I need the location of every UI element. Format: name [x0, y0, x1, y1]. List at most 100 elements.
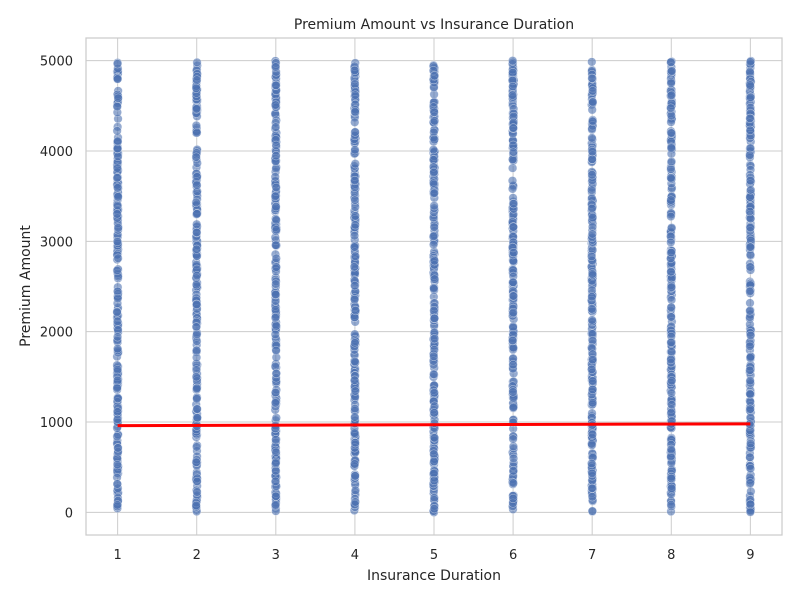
data-point: [350, 281, 360, 291]
data-point: [350, 107, 360, 117]
data-point: [587, 292, 597, 302]
data-point: [271, 140, 281, 150]
data-point: [112, 500, 122, 510]
data-point: [745, 306, 755, 316]
data-point: [271, 262, 281, 272]
data-point: [667, 376, 677, 386]
data-point: [666, 57, 676, 67]
data-point: [588, 376, 598, 386]
data-point: [112, 460, 122, 470]
data-point: [429, 456, 439, 467]
data-point: [350, 251, 360, 261]
data-point: [192, 209, 202, 219]
data-point: [666, 173, 676, 183]
data-point: [429, 256, 440, 266]
data-point: [666, 312, 676, 322]
data-point: [350, 195, 360, 205]
data-point: [350, 175, 360, 186]
x-tick-label: 2: [193, 548, 201, 563]
data-point: [192, 476, 202, 487]
data-point: [429, 178, 439, 188]
data-point: [666, 267, 676, 277]
data-point: [113, 136, 123, 146]
data-point: [745, 389, 755, 399]
data-point: [745, 113, 755, 123]
data-point: [112, 59, 123, 69]
data-point: [587, 315, 597, 325]
data-point: [666, 347, 677, 357]
data-point: [271, 122, 281, 132]
data-point: [587, 429, 598, 439]
data-point: [666, 90, 677, 100]
data-point: [430, 274, 440, 284]
data-point: [666, 111, 676, 121]
data-point: [745, 499, 755, 509]
data-point: [587, 124, 597, 134]
data-point: [667, 400, 677, 410]
data-point: [191, 372, 201, 382]
data-point: [508, 360, 518, 370]
data-point: [271, 279, 281, 289]
data-point: [508, 308, 518, 318]
data-point: [429, 351, 439, 361]
data-point: [745, 80, 755, 90]
data-point: [507, 176, 518, 186]
data-point: [667, 483, 677, 493]
data-point: [113, 344, 123, 354]
data-point: [350, 338, 360, 348]
data-point: [745, 507, 755, 517]
x-tick-label: 1: [113, 548, 121, 563]
data-point: [429, 222, 439, 232]
data-point: [509, 199, 519, 209]
data-point: [350, 356, 360, 367]
data-point: [270, 329, 280, 339]
data-point: [745, 404, 755, 414]
data-point: [588, 116, 598, 126]
data-point: [350, 145, 360, 155]
x-tick-label: 6: [509, 548, 517, 563]
data-point: [271, 321, 281, 331]
data-point: [271, 458, 281, 468]
data-point: [192, 346, 202, 356]
data-point: [666, 338, 676, 348]
y-tick-label: 3000: [40, 235, 73, 250]
data-point: [745, 341, 755, 351]
data-point: [191, 197, 201, 207]
data-point: [112, 383, 122, 393]
data-point: [350, 471, 360, 481]
data-point: [587, 458, 597, 468]
data-point: [270, 100, 281, 110]
data-point: [509, 248, 519, 258]
data-point: [350, 404, 360, 414]
data-point: [745, 206, 755, 217]
data-point: [746, 330, 756, 340]
data-point: [429, 188, 439, 198]
data-point: [350, 117, 360, 127]
data-point: [666, 103, 676, 113]
data-point: [745, 286, 755, 296]
data-point: [666, 248, 676, 258]
data-point: [112, 236, 122, 246]
data-point: [587, 304, 597, 314]
data-point: [113, 443, 123, 453]
data-point: [271, 500, 281, 510]
data-point: [271, 368, 281, 378]
data-point: [270, 172, 280, 182]
data-point: [192, 227, 202, 237]
data-point: [508, 335, 518, 346]
data-point: [508, 478, 518, 488]
data-point: [350, 220, 360, 230]
data-point: [666, 143, 676, 153]
data-point: [429, 306, 439, 316]
data-point: [745, 353, 755, 363]
trend-line: [117, 422, 751, 428]
data-point: [270, 388, 281, 398]
data-point: [666, 156, 677, 167]
x-tick-label: 8: [667, 548, 675, 563]
data-point: [428, 231, 439, 241]
data-point: [588, 97, 598, 107]
data-point: [508, 277, 518, 287]
data-point: [191, 280, 201, 290]
data-point: [746, 92, 756, 102]
